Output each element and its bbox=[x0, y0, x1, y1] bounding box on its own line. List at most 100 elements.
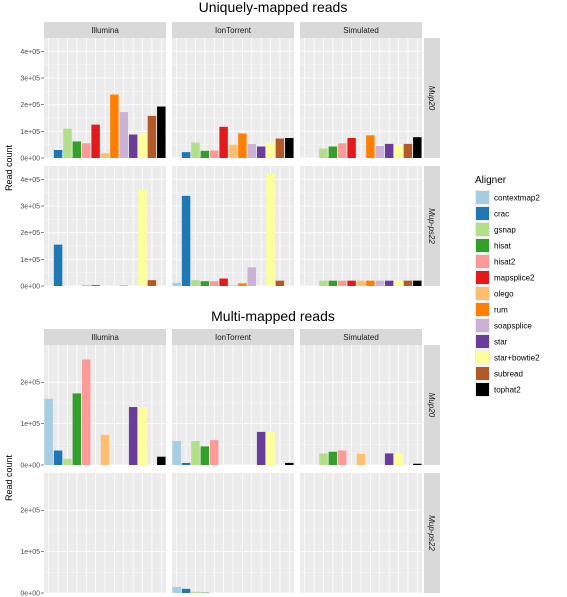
bar-star+bowtie2 bbox=[266, 173, 275, 286]
legend-swatch-olego bbox=[476, 287, 489, 300]
legend-title: Aligner bbox=[475, 175, 507, 186]
y-tick-label: 2e+05 bbox=[20, 380, 40, 387]
bar-star bbox=[256, 431, 266, 465]
bar-gsnap bbox=[191, 441, 200, 465]
legend-swatch-soapsplice bbox=[476, 319, 489, 332]
bar-gsnap bbox=[191, 591, 200, 593]
bar-subread bbox=[275, 138, 285, 158]
y-tick-label: 2e+05 bbox=[20, 102, 40, 109]
bar-contextmap2 bbox=[44, 398, 53, 465]
bar-crac bbox=[53, 244, 63, 286]
bar-star bbox=[384, 453, 394, 465]
bar-star+bowtie2 bbox=[138, 133, 147, 158]
lower-y-axis-label: Read count bbox=[4, 454, 14, 501]
bar-gsnap bbox=[63, 128, 72, 158]
legend-item-label: subread bbox=[494, 370, 523, 379]
bar-hisat bbox=[200, 150, 210, 158]
row-strip bbox=[424, 38, 440, 158]
y-tick-label: 2e+05 bbox=[20, 508, 40, 515]
bar-gsnap bbox=[191, 142, 200, 158]
bar-hisat2 bbox=[82, 285, 91, 286]
legend-item-label: tophat2 bbox=[494, 386, 521, 395]
bar-star bbox=[384, 143, 394, 158]
bar-hisat2 bbox=[82, 143, 91, 158]
row-strip bbox=[424, 345, 440, 465]
column-strip-label: IonTorrent bbox=[215, 26, 252, 35]
y-tick-label: 1e+05 bbox=[20, 421, 40, 428]
legend-swatch-contextmap2 bbox=[476, 191, 489, 204]
bar-rum bbox=[238, 133, 247, 158]
legend-swatch-mapsplice2 bbox=[476, 271, 489, 284]
y-tick-label: 3e+05 bbox=[20, 204, 40, 211]
upper-chart-title: Uniquely-mapped reads bbox=[199, 0, 348, 15]
bar-star+bowtie2 bbox=[266, 431, 275, 465]
bar-hisat bbox=[328, 451, 338, 465]
bar-gsnap bbox=[191, 280, 200, 286]
bar-subread bbox=[403, 280, 413, 286]
bar-soapsplice bbox=[375, 146, 384, 158]
bar-mapsplice2 bbox=[219, 126, 228, 158]
bar-hisat2 bbox=[338, 280, 347, 286]
bar-hisat2 bbox=[210, 440, 219, 465]
column-strip-label: IonTorrent bbox=[215, 333, 252, 342]
bar-star bbox=[128, 134, 138, 158]
bar-star+bowtie2 bbox=[394, 145, 403, 158]
bar-subread bbox=[147, 115, 157, 158]
bar-rum bbox=[238, 283, 247, 286]
bar-olego bbox=[228, 144, 238, 158]
bar-mapsplice2 bbox=[347, 280, 356, 286]
bar-tophat2 bbox=[285, 462, 294, 465]
bar-star+bowtie2 bbox=[266, 142, 275, 158]
legend-swatch-subread bbox=[476, 367, 489, 380]
bar-contextmap2 bbox=[172, 282, 181, 286]
legend-item-label: contextmap2 bbox=[494, 194, 540, 203]
legend-item-label: star+bowtie2 bbox=[494, 354, 540, 363]
upper-y-axis-label: Read count bbox=[4, 144, 14, 191]
bar-tophat2 bbox=[157, 106, 166, 158]
legend-item-label: hisat2 bbox=[494, 258, 516, 267]
bar-mapsplice2 bbox=[91, 124, 100, 158]
column-strip bbox=[172, 22, 294, 38]
bar-subread bbox=[275, 280, 285, 286]
bar-crac bbox=[181, 462, 191, 465]
bar-crac bbox=[181, 588, 191, 593]
bar-gsnap bbox=[63, 458, 72, 465]
bar-mapsplice2 bbox=[91, 285, 100, 286]
column-strip bbox=[44, 329, 166, 345]
bar-tophat2 bbox=[285, 138, 294, 158]
legend: Aligner contextmap2 crac gsnap hisat hisat2 m… bbox=[475, 175, 540, 397]
legend-item-label: soapsplice bbox=[494, 322, 532, 331]
bar-soapsplice bbox=[119, 285, 128, 286]
y-tick-label: 4e+05 bbox=[20, 49, 40, 56]
lower-chart-title: Multi-mapped reads bbox=[211, 308, 335, 324]
bar-olego bbox=[228, 285, 238, 286]
y-tick-label: 1e+05 bbox=[20, 129, 40, 136]
bar-gsnap bbox=[319, 280, 328, 286]
bar-mapsplice2 bbox=[347, 138, 356, 158]
legend-item-label: crac bbox=[494, 210, 509, 219]
bar-star bbox=[128, 407, 138, 465]
bar-rum bbox=[366, 135, 375, 158]
bar-soapsplice bbox=[375, 280, 384, 286]
column-strip bbox=[44, 22, 166, 38]
column-strip bbox=[300, 22, 422, 38]
bar-star bbox=[256, 146, 266, 158]
bar-tophat2 bbox=[413, 463, 422, 465]
bar-hisat2 bbox=[338, 450, 347, 465]
column-strip-label: Simulated bbox=[343, 333, 379, 342]
legend-item-label: rum bbox=[494, 306, 508, 315]
bar-star+bowtie2 bbox=[394, 453, 403, 465]
column-strip bbox=[172, 329, 294, 345]
bar-hisat bbox=[72, 141, 82, 158]
bar-star+bowtie2 bbox=[138, 190, 147, 286]
y-tick-label: 0e+00 bbox=[20, 156, 40, 163]
bar-olego bbox=[100, 153, 110, 158]
column-strip bbox=[300, 329, 422, 345]
bar-hisat2 bbox=[82, 359, 91, 465]
bar-star+bowtie2 bbox=[394, 280, 403, 286]
bar-gsnap bbox=[319, 148, 328, 158]
legend-swatch-star+bowtie2 bbox=[476, 351, 489, 364]
bar-hisat bbox=[72, 393, 82, 465]
bar-mapsplice2 bbox=[219, 278, 228, 286]
